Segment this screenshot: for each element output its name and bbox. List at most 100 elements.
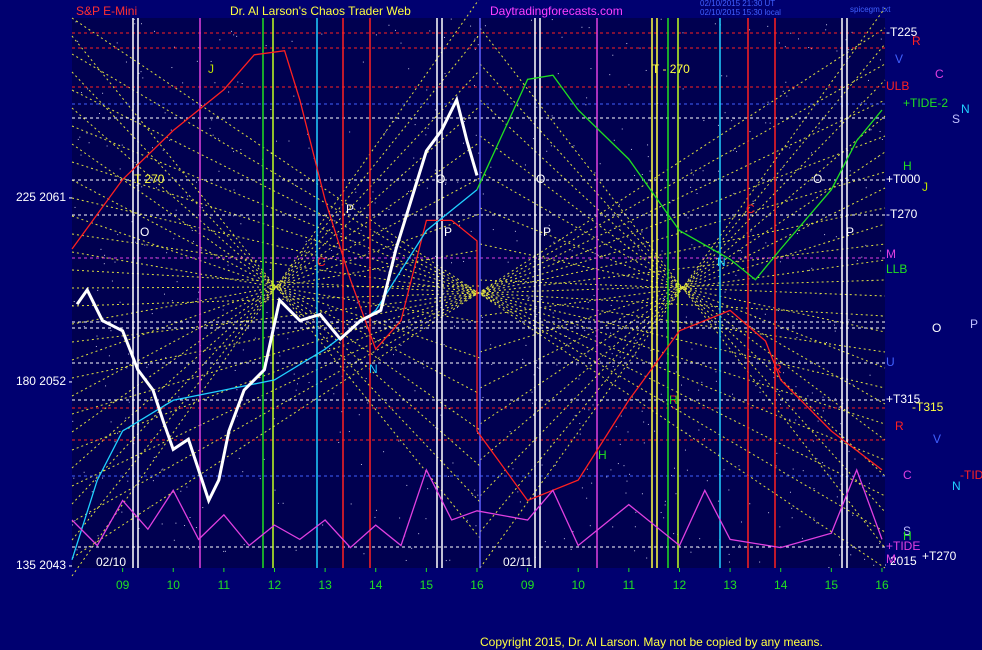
speckle: [810, 152, 812, 154]
speckle: [551, 19, 553, 21]
speckle: [243, 544, 245, 546]
speckle: [718, 453, 720, 455]
speckle: [236, 389, 238, 391]
speckle: [524, 282, 526, 284]
speckle: [757, 358, 759, 360]
speckle: [704, 438, 706, 440]
annotation: C: [935, 67, 944, 81]
speckle: [864, 558, 866, 560]
speckle: [767, 101, 769, 103]
speckle: [854, 458, 856, 460]
speckle: [599, 163, 601, 165]
speckle: [79, 136, 81, 138]
speckle: [149, 506, 151, 508]
x-tick-label: 11: [218, 578, 231, 592]
annotation: C: [903, 468, 912, 482]
diagonal-line: [71, 125, 886, 461]
diagonal-line: [479, 7, 886, 569]
speckle: [645, 69, 647, 71]
speckle: [641, 410, 643, 412]
x-tick-label: 09: [116, 578, 130, 592]
speckle: [732, 149, 734, 151]
speckle: [753, 203, 755, 205]
speckle: [96, 335, 98, 337]
speckle: [443, 344, 445, 346]
speckle: [641, 231, 643, 233]
speckle: [669, 202, 671, 204]
annotation: U: [886, 355, 895, 369]
speckle: [706, 480, 708, 482]
speckle: [400, 363, 402, 365]
speckle: [532, 402, 534, 404]
speckle: [619, 356, 621, 358]
speckle: [740, 521, 742, 523]
speckle: [173, 238, 175, 240]
speckle: [869, 374, 871, 376]
speckle: [759, 391, 761, 393]
speckle: [724, 291, 726, 293]
speckle: [88, 142, 90, 144]
series-line: [75, 95, 479, 505]
speckle: [392, 354, 394, 356]
speckle: [779, 403, 781, 405]
speckle: [457, 181, 459, 183]
speckle: [611, 353, 613, 355]
speckle: [108, 355, 110, 357]
speckle: [485, 85, 487, 87]
speckle: [265, 45, 267, 47]
annotation: C: [317, 255, 326, 269]
speckle: [444, 36, 446, 38]
speckle: [227, 264, 229, 266]
speckle: [83, 471, 85, 473]
speckle: [136, 184, 138, 186]
speckle: [117, 432, 119, 434]
speckle: [723, 469, 725, 471]
speckle: [119, 168, 121, 170]
speckle: [749, 503, 751, 505]
annotation: P: [543, 225, 551, 239]
speckle: [628, 367, 630, 369]
speckle: [728, 489, 730, 491]
speckle: [551, 115, 553, 117]
speckle: [612, 54, 614, 56]
speckle: [490, 344, 492, 346]
speckle: [817, 420, 819, 422]
speckle: [200, 249, 202, 251]
speckle: [691, 244, 693, 246]
speckle: [779, 391, 781, 393]
speckle: [793, 88, 795, 90]
series-line: [476, 74, 883, 281]
speckle: [451, 262, 453, 264]
diagonal-line: [71, 89, 886, 497]
speckle: [724, 112, 726, 114]
speckle: [540, 234, 542, 236]
speckle: [444, 73, 446, 75]
speckle: [134, 23, 136, 25]
x-tick-label: 14: [369, 578, 383, 592]
speckle: [557, 73, 559, 75]
speckle: [610, 304, 612, 306]
speckle: [612, 366, 614, 368]
speckle: [482, 396, 484, 398]
diagonal-line: [71, 69, 481, 505]
speckle: [662, 205, 664, 207]
speckle: [463, 260, 465, 262]
speckle: [108, 119, 110, 121]
speckle: [348, 431, 350, 433]
speckle: [808, 223, 810, 225]
speckle: [392, 251, 394, 253]
speckle: [566, 343, 568, 345]
speckle: [592, 404, 594, 406]
speckle: [126, 367, 128, 369]
annotation: LLB: [886, 262, 907, 276]
speckle: [687, 217, 689, 219]
speckle: [524, 164, 526, 166]
speckle: [754, 317, 756, 319]
speckle: [879, 131, 881, 133]
speckle: [589, 525, 591, 527]
speckle: [254, 337, 256, 339]
site: Daytradingforecasts.com: [490, 4, 623, 18]
speckle: [674, 72, 676, 74]
speckle: [212, 134, 214, 136]
speckle: [549, 210, 551, 212]
